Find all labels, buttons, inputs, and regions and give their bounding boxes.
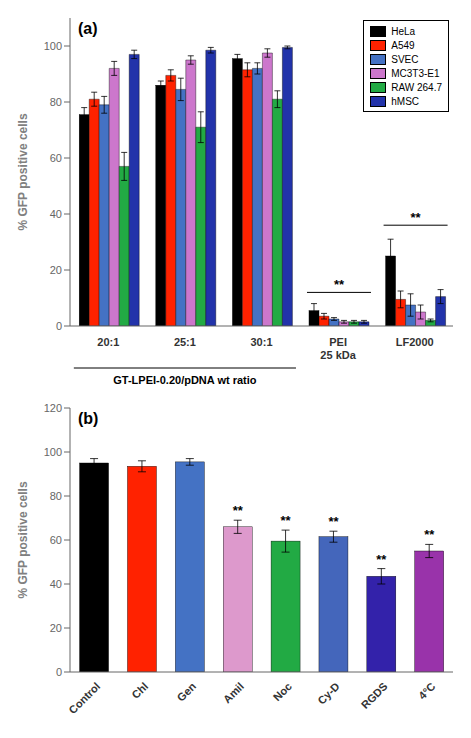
- html-text:A549: A549: [391, 39, 415, 51]
- html-text:(a): (a): [78, 20, 98, 37]
- html-text:(b): (b): [78, 410, 99, 427]
- svg-text:**: **: [233, 503, 244, 518]
- svg-text:Amil: Amil: [221, 680, 246, 705]
- svg-text:40: 40: [50, 208, 62, 220]
- svg-text:% GFP positive cells: % GFP positive cells: [16, 481, 30, 598]
- svg-text:Control: Control: [66, 680, 102, 716]
- html-text:SVEC: SVEC: [391, 53, 419, 65]
- svg-text:RGDS: RGDS: [359, 680, 390, 711]
- html-text:RAW 264.7: RAW 264.7: [391, 81, 442, 93]
- svg-text:PEI25 kDa: PEI25 kDa: [320, 336, 356, 361]
- svg-text:**: **: [376, 552, 387, 567]
- svg-text:GT-LPEI-0.20/pDNA wt ratio: GT-LPEI-0.20/pDNA wt ratio: [113, 374, 257, 386]
- svg-text:**: **: [411, 210, 422, 225]
- svg-text:100: 100: [44, 40, 62, 52]
- svg-text:80: 80: [50, 96, 62, 108]
- html-text:MC3T3-E1: MC3T3-E1: [391, 67, 440, 79]
- svg-text:20: 20: [50, 622, 62, 634]
- svg-text:60: 60: [50, 534, 62, 546]
- svg-text:80: 80: [50, 490, 62, 502]
- html-text:hMSC: hMSC: [391, 95, 419, 107]
- svg-text:Noc: Noc: [271, 680, 294, 703]
- svg-text:Cy-D: Cy-D: [315, 680, 342, 707]
- svg-text:0: 0: [56, 320, 62, 332]
- svg-text:**: **: [334, 277, 345, 292]
- svg-text:**: **: [281, 513, 292, 528]
- svg-text:LF2000: LF2000: [396, 336, 434, 348]
- svg-text:20: 20: [50, 264, 62, 276]
- svg-text:**: **: [328, 514, 339, 529]
- svg-text:20:1: 20:1: [97, 336, 119, 348]
- html-text:HeLa: HeLa: [391, 25, 416, 37]
- svg-text:% GFP positive cells: % GFP positive cells: [16, 113, 30, 230]
- svg-text:25:1: 25:1: [174, 336, 196, 348]
- svg-text:Gen: Gen: [175, 680, 199, 704]
- svg-text:120: 120: [44, 402, 62, 414]
- svg-text:**: **: [424, 527, 435, 542]
- svg-text:Chl: Chl: [129, 680, 150, 701]
- svg-text:30:1: 30:1: [250, 336, 272, 348]
- svg-text:100: 100: [44, 446, 62, 458]
- svg-text:40: 40: [50, 578, 62, 590]
- svg-text:60: 60: [50, 152, 62, 164]
- svg-text:0: 0: [56, 666, 62, 678]
- svg-text:4°C: 4°C: [416, 680, 438, 702]
